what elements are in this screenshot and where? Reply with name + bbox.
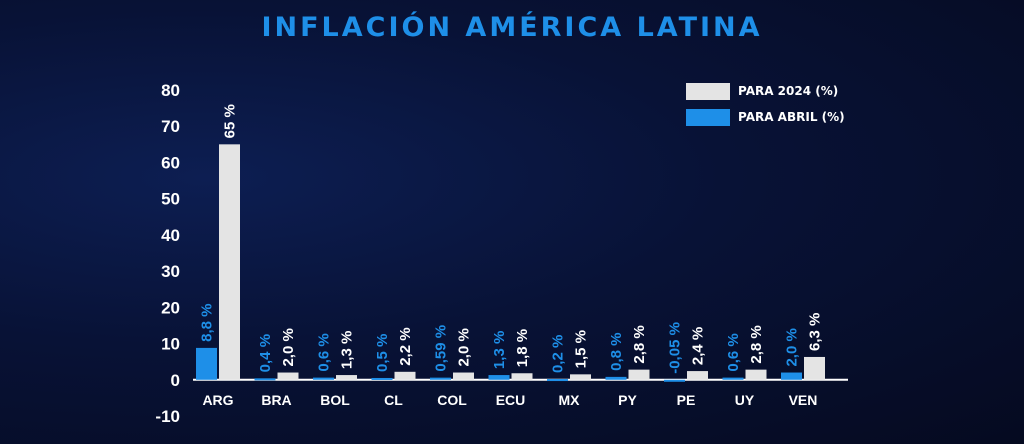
data-label-ven-abril: 2,0 % [784, 328, 801, 366]
x-category-label: BOL [320, 392, 350, 408]
bar-bol-2024 [336, 375, 357, 380]
y-tick-label: 40 [161, 226, 180, 245]
data-label-arg-abril: 8,8 % [199, 304, 216, 342]
x-category-label: MX [559, 392, 581, 408]
bar-arg-abril [196, 347, 217, 380]
x-category-label: PE [677, 392, 696, 408]
legend-label-2024: PARA 2024 (%) [738, 84, 839, 98]
legend-swatch-abril [686, 108, 730, 126]
y-tick-label: 70 [161, 117, 180, 136]
bar-col-abril [430, 377, 451, 380]
x-category-label: CL [384, 392, 403, 408]
data-label-ven-2024: 6,3 % [807, 313, 824, 351]
x-category-label: ARG [202, 392, 233, 408]
y-tick-label: 80 [161, 81, 180, 100]
legend-item-abril: PARA ABRIL (%) [686, 106, 845, 128]
bar-uy-abril [722, 377, 744, 380]
data-label-py-2024: 2,8 % [631, 325, 648, 363]
bar-bol-abril [313, 377, 334, 380]
legend-item-2024: PARA 2024 (%) [686, 80, 845, 102]
x-category-label: PY [618, 392, 637, 408]
chart-title: INFLACIÓN AMÉRICA LATINA [261, 12, 763, 43]
bar-ven-2024 [804, 356, 825, 380]
x-category-label: VEN [789, 392, 818, 408]
x-category-label: UY [735, 392, 755, 408]
bar-mx-2024 [570, 374, 591, 380]
y-tick-label: 0 [171, 371, 180, 390]
legend-label-abril: PARA ABRIL (%) [738, 110, 845, 124]
bar-arg-2024 [219, 144, 240, 380]
data-label-bra-2024: 2,0 % [280, 328, 297, 366]
bar-pe-abril [664, 379, 685, 382]
bar-mx-abril [547, 379, 568, 382]
data-label-col-abril: 0,59 % [433, 325, 450, 372]
bar-ecu-2024 [511, 373, 533, 380]
y-tick-label: 10 [161, 335, 180, 354]
bar-col-2024 [453, 372, 474, 380]
data-label-arg-2024: 65 % [222, 104, 239, 138]
data-label-mx-abril: 0,2 % [550, 335, 567, 373]
bar-py-2024 [628, 369, 650, 380]
data-label-pe-abril: -0,05 % [667, 322, 684, 374]
data-label-uy-abril: 0,6 % [725, 333, 742, 371]
data-label-ecu-abril: 1,3 % [491, 331, 508, 369]
bar-bra-abril [254, 378, 276, 381]
bar-pe-2024 [687, 371, 708, 380]
bar-cl-abril [371, 377, 393, 380]
bar-cl-2024 [394, 371, 416, 380]
data-label-bol-abril: 0,6 % [316, 333, 333, 371]
y-tick-label: 20 [161, 298, 180, 317]
y-tick-label: 60 [161, 153, 180, 172]
data-label-bol-2024: 1,3 % [339, 331, 356, 369]
y-tick-label: 30 [161, 262, 180, 281]
bar-uy-2024 [745, 369, 767, 380]
bar-ecu-abril [488, 375, 510, 380]
data-label-cl-abril: 0,5 % [374, 334, 391, 372]
data-label-uy-2024: 2,8 % [748, 325, 765, 363]
bar-bra-2024 [277, 372, 299, 380]
legend-swatch-2024 [686, 82, 730, 100]
data-label-pe-2024: 2,4 % [690, 327, 707, 365]
data-label-mx-2024: 1,5 % [573, 330, 590, 368]
y-tick-label: 50 [161, 190, 180, 209]
data-label-py-abril: 0,8 % [608, 333, 625, 371]
bar-py-abril [605, 376, 627, 380]
data-label-col-2024: 2,0 % [456, 328, 473, 366]
data-label-ecu-2024: 1,8 % [514, 329, 531, 367]
x-category-label: BRA [261, 392, 291, 408]
y-tick-label: -10 [155, 407, 180, 426]
bar-ven-abril [781, 372, 802, 380]
legend: PARA 2024 (%) PARA ABRIL (%) [686, 80, 845, 132]
data-label-bra-abril: 0,4 % [257, 334, 274, 372]
x-category-label: ECU [496, 392, 526, 408]
x-category-label: COL [437, 392, 467, 408]
data-label-cl-2024: 2,2 % [397, 327, 414, 365]
